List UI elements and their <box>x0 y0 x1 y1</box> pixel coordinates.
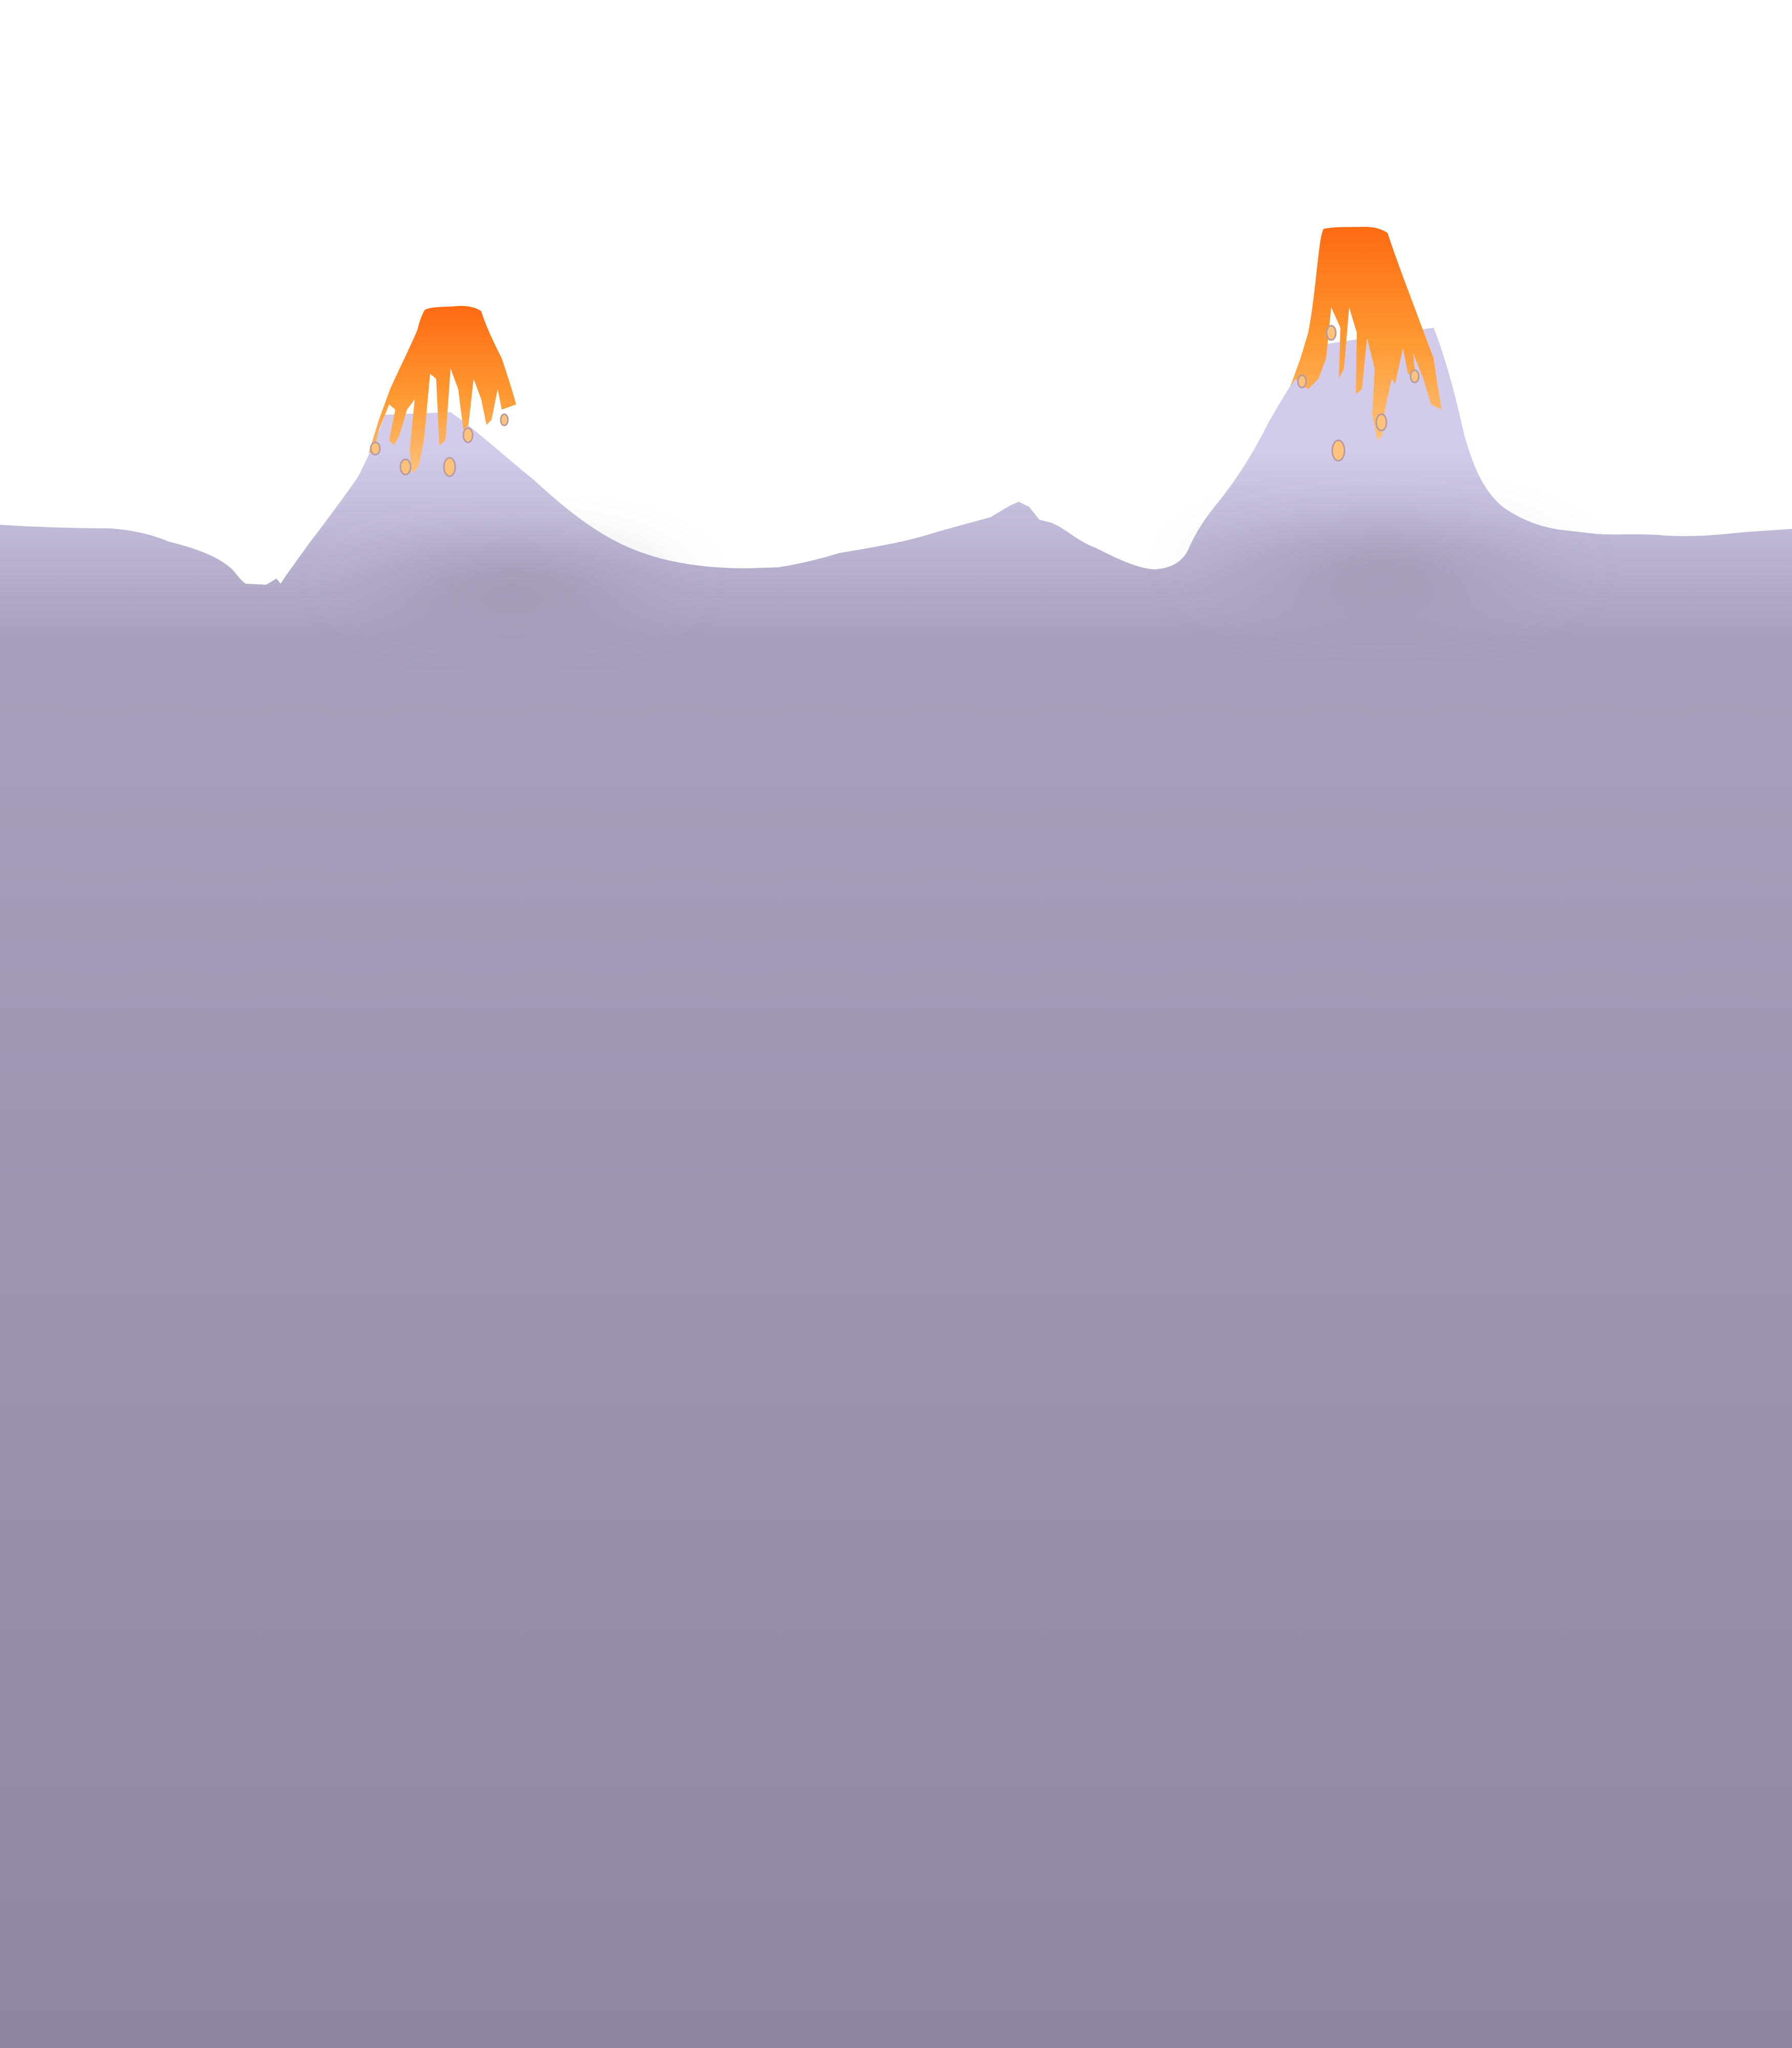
lava-drip <box>1331 439 1346 462</box>
ground-shade-right <box>1167 502 1597 635</box>
lava-drip <box>1410 369 1420 383</box>
lava-drip <box>370 441 381 456</box>
right-volcano <box>1290 227 1441 462</box>
left-volcano-lava-cap <box>369 306 516 474</box>
left-volcano-lava-drips <box>370 413 509 477</box>
lava-drip <box>500 413 509 426</box>
left-volcano <box>369 306 516 477</box>
right-volcano-lava-drips <box>1297 325 1420 462</box>
lava-drip <box>443 457 456 477</box>
right-volcano-lava-cap <box>1290 227 1441 440</box>
lava-drip <box>399 458 412 476</box>
lava-drip <box>1297 374 1307 389</box>
lava-drip <box>1375 413 1388 432</box>
ground-shade-left <box>317 522 707 645</box>
lava-drip <box>462 427 474 443</box>
ground-mass <box>0 328 1792 2048</box>
lava-drip <box>1326 325 1337 341</box>
